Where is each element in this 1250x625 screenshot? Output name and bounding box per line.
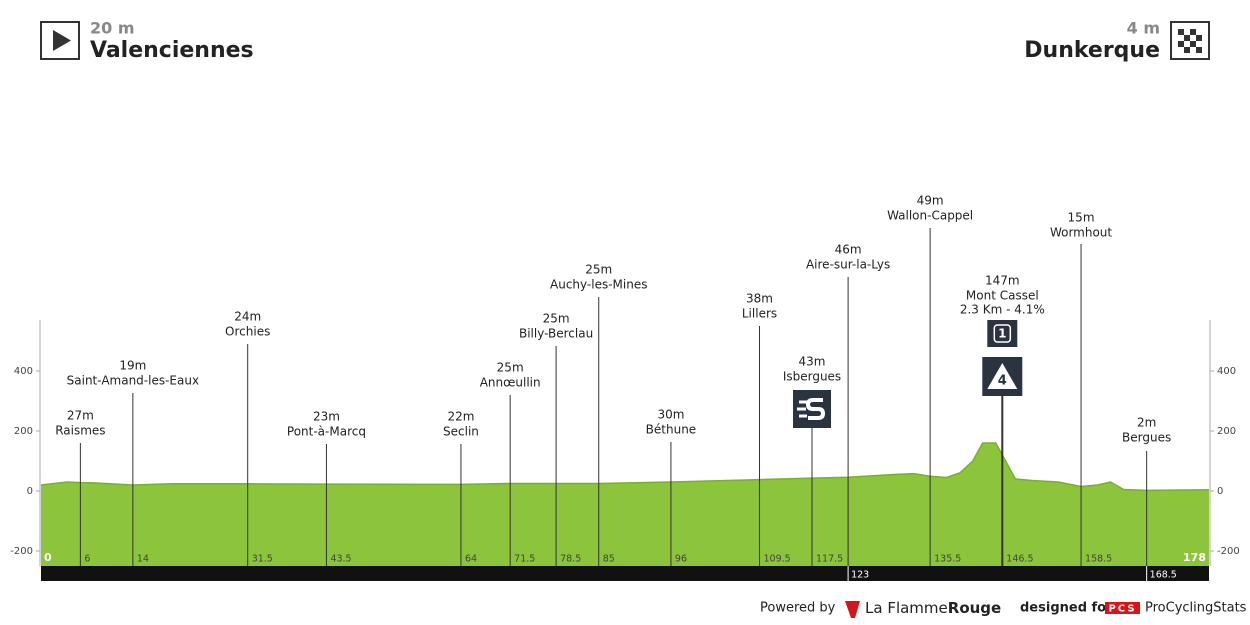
distance-bar: [41, 566, 1209, 581]
waypoint-elevation: 49m: [917, 194, 944, 208]
waypoint-name: Saint-Amand-les-Eaux: [67, 374, 199, 388]
y-tick-label: 400: [14, 366, 33, 377]
x-tick-label: 135.5: [934, 554, 961, 565]
waypoint-elevation: 25m: [543, 312, 570, 326]
brand: La FlammeRouge: [865, 599, 1001, 617]
x-tick-label: 14: [137, 554, 149, 565]
pcs-logo: [1105, 602, 1140, 614]
waypoint-name: Isbergues: [783, 370, 841, 384]
start-elevation: 20 m: [90, 19, 135, 38]
climb-order-frame: [993, 324, 1012, 343]
x-tick-label: 71.5: [514, 554, 535, 565]
waypoint-elevation: 43m: [799, 355, 826, 369]
x-tick-label: 146.5: [1006, 554, 1033, 565]
waypoint-name: Seclin: [443, 425, 479, 439]
climb-order: 1: [998, 327, 1006, 341]
start-icon: [40, 21, 80, 60]
x-tick-label: 31.5: [252, 554, 273, 565]
x-tick-label: 6: [84, 554, 90, 565]
brand-light: La Flamme: [865, 599, 948, 617]
waypoint-name: Raismes: [55, 424, 105, 438]
waypoint-name: Auchy-les-Mines: [550, 278, 647, 292]
x-start-label: 0: [44, 551, 52, 564]
waypoint-elevation: 25m: [497, 361, 524, 375]
x-tick-label: 43.5: [330, 554, 351, 565]
waypoint-elevation: 30m: [657, 408, 684, 422]
site-name: ProCyclingStats: [1145, 601, 1247, 616]
bar-marker-label: 168.5: [1150, 570, 1177, 581]
x-tick-label: 78.5: [560, 554, 581, 565]
waypoint-name: Bergues: [1122, 431, 1171, 445]
waypoint-elevation: 24m: [234, 310, 261, 324]
waypoint-elevation: 147m: [985, 274, 1020, 288]
profile-area: [41, 443, 1209, 566]
start-arrow: [53, 30, 71, 51]
finish-elevation: 4 m: [1127, 19, 1160, 38]
y-tick-label: -200: [1217, 546, 1240, 557]
y-tick-label: 0: [27, 486, 33, 497]
climb-info: 2.3 Km - 4.1%: [960, 303, 1045, 317]
waypoint-name: Annœullin: [480, 376, 541, 390]
finish-icon: [1170, 21, 1210, 60]
x-tick-label: 64: [465, 554, 477, 565]
waypoint-name: Wormhout: [1050, 226, 1112, 240]
profile-outline: [40, 442, 1210, 492]
powered-by: Powered by: [760, 601, 836, 616]
waypoint-elevation: 19m: [119, 359, 146, 373]
finish-name: Dunkerque: [1024, 38, 1160, 63]
pcs-letters: PCS: [1108, 604, 1136, 615]
x-tick-label: 96: [675, 554, 687, 565]
sprint-s: [806, 398, 826, 420]
climb-category: 4: [998, 374, 1007, 389]
brand-bold: Rouge: [948, 599, 1001, 617]
waypoint-name: Béthune: [646, 423, 697, 437]
waypoint-name: Lillers: [742, 307, 777, 321]
sprint-lines: [797, 400, 808, 418]
y-tick-label: 200: [14, 426, 33, 437]
start-name: Valenciennes: [90, 38, 254, 63]
climb-triangle: [987, 363, 1018, 389]
y-tick-label: 400: [1217, 366, 1236, 377]
y-tick-label: 200: [1217, 426, 1236, 437]
x-tick-label: 109.5: [764, 554, 791, 565]
waypoint-name: Aire-sur-la-Lys: [806, 258, 890, 272]
waypoint-elevation: 27m: [67, 409, 94, 423]
waypoint-name: Pont-à-Marcq: [287, 425, 366, 439]
waypoint-elevation: 2m: [1137, 416, 1156, 430]
bar-marker-label: 123: [851, 570, 869, 581]
y-tick-label: 0: [1217, 486, 1223, 497]
waypoint-elevation: 23m: [313, 410, 340, 424]
waypoint-elevation: 15m: [1068, 211, 1095, 225]
x-tick-label: 117.5: [816, 554, 843, 565]
finish-flag: [1178, 29, 1202, 53]
x-tick-label: 85: [603, 554, 615, 565]
waypoint-elevation: 22m: [447, 410, 474, 424]
x-tick-label: 158.5: [1085, 554, 1112, 565]
waypoint-name: Billy-Berclau: [519, 327, 593, 341]
y-tick-label: -200: [10, 546, 33, 557]
waypoint-elevation: 38m: [746, 292, 773, 306]
waypoint-elevation: 25m: [585, 263, 612, 277]
waypoint-name: Wallon-Cappel: [887, 209, 973, 223]
designed-for: designed for: [1020, 601, 1113, 616]
waypoint-name: Orchies: [225, 325, 270, 339]
flamme-logo: [845, 601, 860, 618]
waypoint-elevation: 46m: [835, 243, 862, 257]
waypoint-name: Mont Cassel: [966, 289, 1039, 303]
x-end-label: 178: [1183, 551, 1206, 564]
